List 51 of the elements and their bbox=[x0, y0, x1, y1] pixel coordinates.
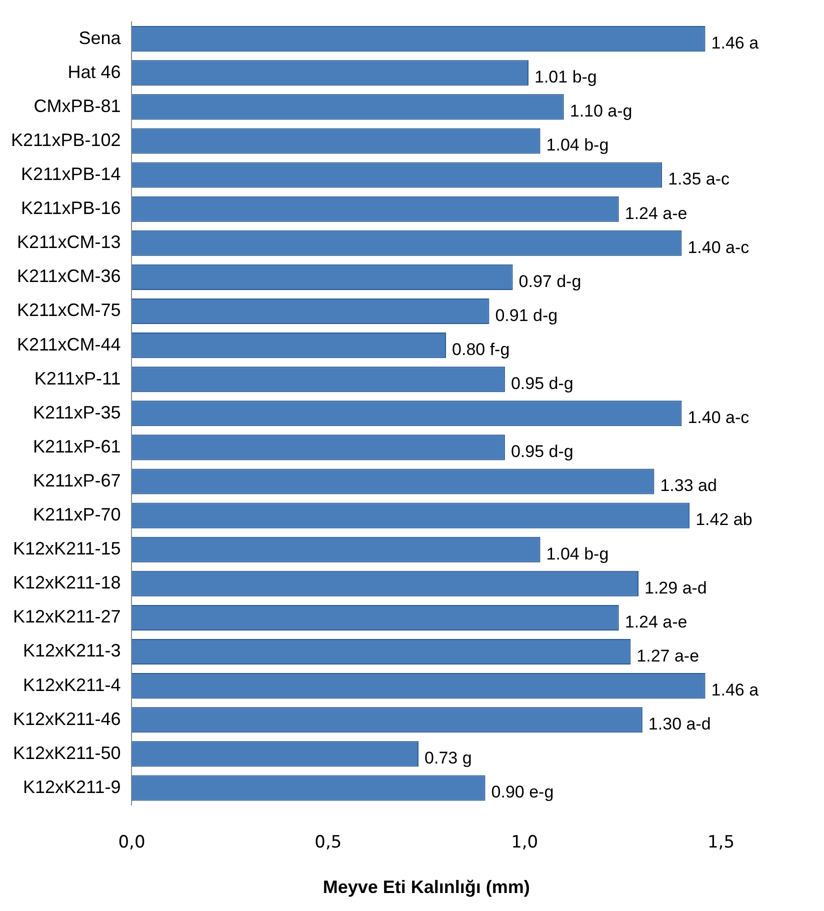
x-tick-label: 0,0 bbox=[118, 832, 146, 853]
y-tick-label: K12xK211-27 bbox=[12, 606, 121, 627]
x-tick-label: 1,5 bbox=[707, 832, 735, 853]
y-tick-label: K211xCM-75 bbox=[17, 300, 121, 320]
data-label: 1.40 a-c bbox=[688, 408, 750, 428]
y-tick-label: K211xP-35 bbox=[33, 402, 121, 422]
data-label: 1.04 b-g bbox=[546, 136, 609, 155]
data-label: 0.80 f-g bbox=[452, 340, 510, 359]
y-tick-label: K211xPB-16 bbox=[21, 198, 121, 218]
data-label: 1.24 a-e bbox=[624, 204, 688, 223]
data-label: 1.35 a-c bbox=[668, 170, 730, 189]
y-tick-label: K12xK211-3 bbox=[23, 640, 121, 661]
y-tick-label: K12xK211-4 bbox=[23, 674, 121, 695]
y-tick-label: K12xK211-15 bbox=[12, 538, 121, 559]
data-label: 0.97 d-g bbox=[518, 272, 582, 291]
y-tick-label: K211xCM-13 bbox=[17, 232, 121, 252]
y-tick-label: K12xK211-18 bbox=[12, 572, 121, 593]
x-tick-label: 0,5 bbox=[314, 832, 342, 853]
y-tick-label: K211xCM-44 bbox=[17, 334, 121, 354]
data-label: 0.95 d-g bbox=[510, 374, 574, 394]
y-tick-label: K211xP-61 bbox=[33, 436, 121, 456]
data-label: 1.33 ad bbox=[660, 476, 717, 496]
data-label: 1.29 a-d bbox=[644, 578, 707, 598]
data-label: 1.46 a bbox=[711, 34, 760, 53]
y-tick-label: CMxPB-81 bbox=[34, 96, 121, 116]
y-tick-label: K12xK211-9 bbox=[23, 776, 121, 797]
y-tick-label: K211xP-11 bbox=[34, 368, 121, 388]
data-label: 1.24 a-e bbox=[624, 612, 688, 632]
y-tick-label: K12xK211-46 bbox=[12, 708, 121, 729]
data-label: 0.90 e-g bbox=[491, 782, 554, 802]
data-label: 1.27 a-e bbox=[636, 646, 700, 666]
data-label: 0.95 d-g bbox=[510, 442, 574, 462]
data-label: 1.01 b-g bbox=[534, 68, 597, 87]
data-label: 1.10 a-g bbox=[570, 102, 632, 121]
data-label: 1.42 ab bbox=[696, 510, 752, 530]
data-label: 0.91 d-g bbox=[495, 306, 558, 325]
y-tick-label: K211xP-67 bbox=[33, 470, 121, 490]
y-tick-label: K211xPB-102 bbox=[10, 130, 121, 150]
data-label: 1.04 b-g bbox=[546, 544, 609, 564]
data-label: 1.40 a-c bbox=[688, 238, 750, 257]
y-tick-label: K211xPB-14 bbox=[21, 164, 121, 184]
data-label: 1.46 a bbox=[711, 680, 760, 700]
y-tick-label: K211xCM-36 bbox=[17, 266, 121, 286]
data-label: 1.30 a-d bbox=[648, 714, 711, 734]
y-tick-label: Hat 46 bbox=[68, 62, 121, 82]
x-tick-label: 1,0 bbox=[511, 832, 538, 853]
y-tick-label: Sena bbox=[78, 28, 122, 48]
x-axis-title: Meyve Eti Kalınlığı (mm) bbox=[322, 877, 530, 898]
data-label: 0.73 g bbox=[424, 748, 472, 768]
y-tick-label: K12xK211-50 bbox=[12, 742, 121, 763]
y-tick-label: K211xP-70 bbox=[33, 504, 121, 525]
